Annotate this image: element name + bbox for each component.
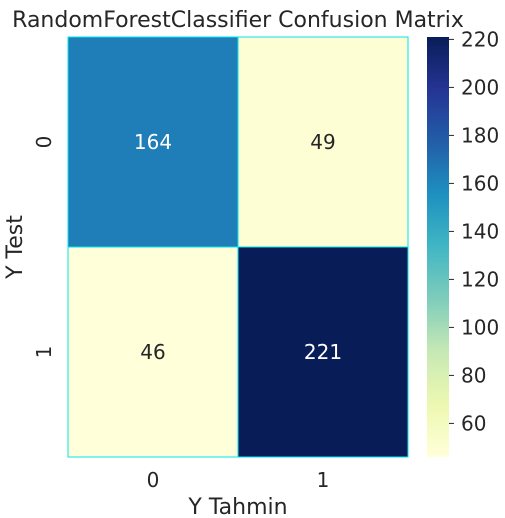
colorbar-tick-label-3: 120	[461, 267, 499, 291]
heatmap-cell-0-1	[237, 36, 409, 248]
cell-value-label-0-1: 49	[310, 130, 335, 154]
y-tick-label-1: 1	[32, 346, 56, 359]
y-axis-label: Y Test	[3, 215, 28, 280]
heatmap-cell-0-0	[67, 36, 239, 248]
colorbar-tick-label-7: 200	[461, 75, 499, 99]
colorbar-tick-label-8: 220	[461, 27, 499, 51]
heatmap-cell-labels: 164 49 46 221	[134, 130, 342, 364]
cell-value-label-1-0: 46	[140, 340, 165, 364]
cell-value-label-0-0: 164	[134, 130, 172, 154]
colorbar-tick-label-5: 160	[461, 171, 499, 195]
x-tick-label-1: 1	[317, 468, 330, 492]
x-axis-label: Y Tahmin	[187, 495, 287, 518]
colorbar-tick-label-0: 60	[461, 411, 486, 435]
colorbar-tick-label-1: 80	[461, 363, 486, 387]
heatmap-cell-1-1	[237, 246, 409, 458]
x-tick-label-0: 0	[147, 468, 160, 492]
y-tick-label-0: 0	[32, 136, 56, 149]
colorbar-tick-label-4: 140	[461, 219, 499, 243]
heatmap-cell-1-0	[67, 246, 239, 458]
heatmap-cells	[67, 36, 409, 458]
chart-title: RandomForestClassifier Confusion Matrix	[12, 8, 464, 33]
colorbar	[427, 37, 449, 457]
y-tick-labels: 01	[32, 136, 56, 359]
cell-value-label-1-1: 221	[304, 340, 342, 364]
colorbar-tick-label-2: 100	[461, 315, 499, 339]
colorbar-tick-label-6: 180	[461, 123, 499, 147]
colorbar-ticks: 60 80 100 120 140 160 180 200 220	[449, 27, 499, 435]
